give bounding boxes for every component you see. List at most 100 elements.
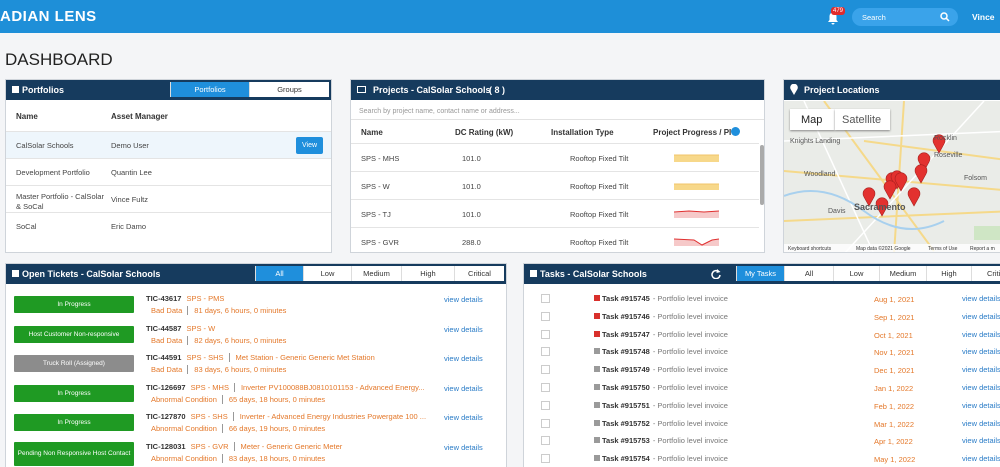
ticket-line: TIC-44587 SPS - W	[146, 324, 215, 333]
map-pin[interactable]	[883, 180, 897, 200]
search-icon[interactable]	[940, 12, 950, 22]
view-details-link[interactable]: view details	[444, 413, 483, 422]
map-pin[interactable]	[875, 197, 889, 217]
ticket-line: Bad Data 83 days, 6 hours, 0 minutes	[151, 365, 287, 374]
tab[interactable]: My Tasks	[736, 266, 784, 281]
ticket-category: Abnormal Condition	[151, 424, 217, 433]
project-name: SPS - TJ	[361, 210, 391, 219]
project-row[interactable]: SPS - GVR 288.0 Rooftop Fixed Tilt	[351, 227, 759, 252]
map-footer-text[interactable]: Terms of Use	[928, 246, 958, 252]
portfolio-row[interactable]: SoCal Eric Damo	[6, 212, 331, 239]
map-pin[interactable]	[907, 187, 921, 207]
panel-title: Portfolios	[22, 85, 64, 95]
tab[interactable]: Portfolios	[170, 82, 249, 97]
panel-title: Tasks - CalSolar Schools	[540, 269, 647, 279]
priority-flag	[594, 455, 600, 462]
map-button[interactable]	[790, 109, 835, 130]
view-details-link[interactable]: view details	[444, 383, 483, 393]
view-details-link[interactable]: view details	[962, 436, 1000, 446]
task-checkbox[interactable]	[541, 311, 550, 321]
project-row[interactable]: SPS - MHS 101.0 Rooftop Fixed Tilt	[351, 143, 759, 171]
status-badge[interactable]: Pending Non Responsive Host Contact	[14, 441, 134, 466]
map-footer-text[interactable]: Map data ©2021 Google	[856, 246, 911, 252]
tab[interactable]: All	[255, 266, 303, 281]
search-placeholder: Search by project name, contact name or …	[359, 108, 520, 115]
ticket-line: TIC-128031 SPS - GVR Meter - Generic Gener…	[146, 441, 343, 451]
view-details-link[interactable]: view details	[962, 418, 1000, 428]
view-details-link[interactable]: view details	[444, 324, 483, 334]
search-box[interactable]	[852, 8, 958, 26]
map-pin[interactable]	[914, 164, 928, 184]
task-checkbox[interactable]	[541, 329, 550, 339]
view-details-link[interactable]: view details	[962, 454, 1000, 464]
task-description: - Portfolio level invoice	[652, 418, 728, 428]
map-pin[interactable]	[932, 134, 946, 154]
tab[interactable]: Medium	[351, 266, 401, 281]
place-label: Rocklin	[934, 135, 957, 142]
status-badge[interactable]: In Progress	[14, 296, 134, 313]
portfolio-row[interactable]: CalSolar Schools Demo User View	[6, 131, 331, 158]
ticket-asset: Inverter PV100088BJ0810101153 - Advanced…	[233, 382, 425, 392]
map-pin[interactable]	[894, 172, 908, 192]
portfolio-row[interactable]: Master Portfolio - CalSolar & SoCal Vince…	[6, 185, 331, 212]
project-row[interactable]: SPS - TJ 101.0 Rooftop Fixed Tilt	[351, 199, 759, 227]
map-pin[interactable]	[862, 187, 876, 207]
task-line: Task #915747- Portfolio level invoice	[602, 330, 728, 339]
search-input[interactable]	[351, 102, 764, 120]
tab[interactable]: Low	[833, 266, 879, 281]
view-details-link[interactable]: view details	[444, 442, 483, 452]
status-badge[interactable]: Host Customer Non-responsive	[14, 325, 134, 343]
tab[interactable]: High	[401, 266, 454, 281]
task-checkbox[interactable]	[541, 454, 550, 464]
tab[interactable]: Medium	[879, 266, 926, 281]
column-header: Name	[16, 112, 38, 121]
portfolio-row[interactable]: Development Portfolio Quantin Lee	[6, 158, 331, 185]
installation-type: Rooftop Fixed Tilt	[570, 238, 629, 247]
notification-badge: 479	[831, 7, 846, 15]
task-checkbox[interactable]	[541, 365, 550, 375]
map-pin[interactable]	[917, 152, 931, 172]
tab[interactable]: Critic	[971, 266, 1000, 281]
task-id: Task #915749	[602, 365, 650, 375]
view-details-link[interactable]: view details	[962, 294, 1000, 303]
bell-icon[interactable]	[825, 10, 841, 26]
ticket-project: SPS - GVR	[190, 441, 229, 451]
task-checkbox[interactable]	[541, 347, 550, 357]
logo[interactable]: ADIAN LENS	[0, 8, 97, 25]
ticket-asset: Met Station - Generic Generic Met Statio…	[228, 353, 375, 362]
view-details-link[interactable]: view details	[962, 311, 1000, 321]
column-header: Installation Type	[551, 128, 614, 137]
scrollbar[interactable]	[760, 145, 764, 205]
view-button[interactable]: View	[296, 137, 323, 154]
map-footer-text[interactable]: Report a m	[970, 246, 995, 252]
task-checkbox[interactable]	[541, 400, 550, 410]
tab[interactable]: Critical	[454, 266, 504, 281]
status-badge[interactable]: In Progress	[14, 384, 134, 402]
status-badge[interactable]: Truck Roll (Assigned)	[14, 355, 134, 372]
task-id: Task #915746	[602, 311, 650, 321]
project-row[interactable]: SPS - W 101.0 Rooftop Fixed Tilt	[351, 171, 759, 199]
tab[interactable]: Low	[303, 266, 351, 281]
tab[interactable]: All	[784, 266, 833, 281]
task-checkbox[interactable]	[541, 436, 550, 446]
view-details-link[interactable]: view details	[444, 295, 483, 304]
priority-flag	[594, 419, 600, 426]
view-details-link[interactable]: view details	[962, 365, 1000, 375]
view-details-link[interactable]: view details	[962, 383, 1000, 392]
refresh-icon[interactable]	[711, 269, 721, 279]
view-details-link[interactable]: view details	[962, 400, 1000, 410]
tab[interactable]: High	[926, 266, 971, 281]
task-checkbox[interactable]	[541, 418, 550, 428]
info-icon[interactable]	[731, 127, 740, 136]
status-badge[interactable]: In Progress	[14, 414, 134, 431]
view-details-link[interactable]: view details	[444, 354, 483, 363]
task-checkbox[interactable]	[541, 294, 550, 303]
top-bar	[0, 0, 1000, 33]
task-checkbox[interactable]	[541, 383, 550, 392]
user-name[interactable]: Vince	[972, 12, 995, 22]
satellite-button[interactable]	[835, 109, 890, 130]
view-details-link[interactable]: view details	[962, 347, 1000, 357]
view-details-link[interactable]: view details	[962, 329, 1000, 339]
tab[interactable]: Groups	[249, 82, 329, 97]
